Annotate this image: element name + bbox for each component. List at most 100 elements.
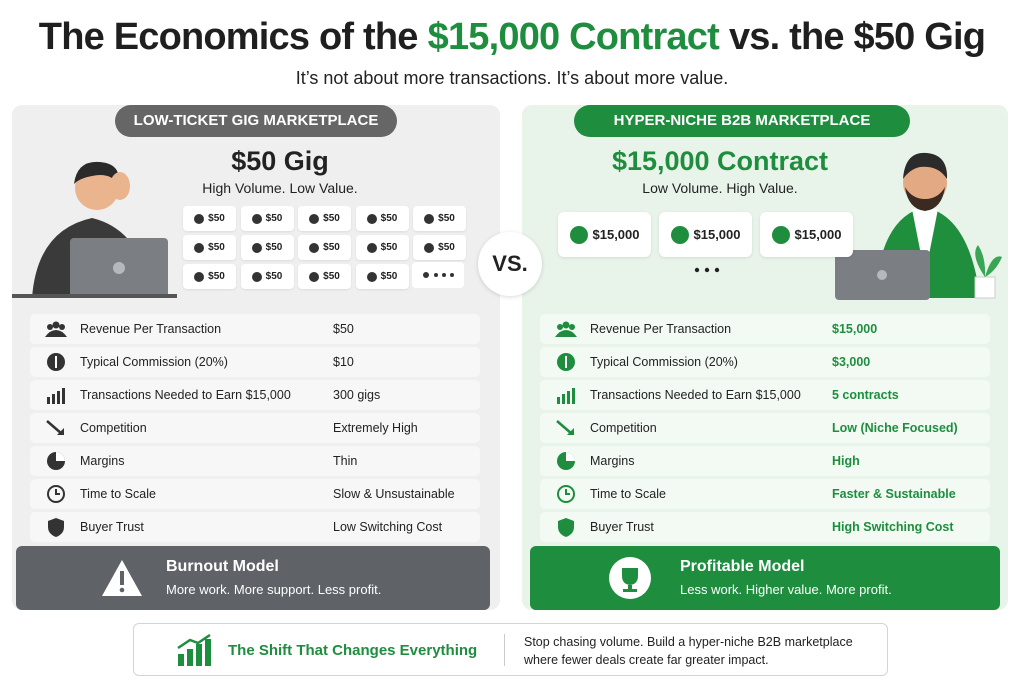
contract-tile: $15,000 (558, 212, 651, 257)
tile-price: $50 (265, 242, 283, 253)
left-model: Burnout Model More work. More support. L… (16, 546, 490, 610)
left-model-text: More work. More support. Less profit. (166, 582, 382, 597)
row-icon (557, 452, 575, 470)
row-label: Revenue Per Transaction (80, 322, 222, 336)
tile-price: $50 (438, 213, 455, 224)
row-icon (555, 321, 577, 337)
tile-price: $50 (380, 242, 398, 253)
tile-price: $50 (323, 242, 340, 253)
right-heading: $15,000 Contract (611, 146, 829, 176)
metric-row: Buyer Trust Low Switching Cost (30, 512, 480, 542)
metric-row: Time to Scale Faster & Sustainable (540, 479, 990, 509)
trophy-icon (609, 557, 651, 599)
left-heading: $50 Gig (231, 146, 329, 176)
growth-icon (177, 634, 211, 666)
row-label: Competition (590, 421, 657, 435)
tile-avatar (194, 213, 205, 224)
row-label: Typical Commission (20%) (80, 355, 228, 369)
title: The Economics of the $15,000 Contract vs. … (0, 16, 1024, 59)
ellipsis (694, 267, 720, 273)
right-model: Profitable Model Less work. Higher value… (530, 546, 1000, 610)
left-badge: LOW-TICKET GIG MARKETPLACE (115, 105, 397, 137)
tile-avatar (424, 242, 435, 253)
tile-avatar (251, 242, 262, 253)
row-value: Thin (333, 454, 358, 468)
row-icon (47, 388, 65, 404)
tile-price: $50 (380, 213, 398, 224)
tile-price: $50 (323, 213, 340, 224)
confident-person (835, 152, 1002, 300)
row-label: Buyer Trust (590, 520, 654, 534)
gig-tile: $50 (413, 235, 466, 260)
tile-avatar (366, 271, 377, 282)
row-icon (47, 353, 65, 371)
gig-tile: $50 (298, 264, 351, 289)
gig-tile: $50 (298, 235, 351, 260)
row-value: High Switching Cost (832, 520, 954, 534)
tile-avatar (366, 242, 377, 253)
gig-tile: $50 (183, 235, 236, 260)
metric-row: Competition Low (Niche Focused) (540, 413, 990, 443)
row-value: 300 gigs (333, 388, 381, 402)
tile-price: $50 (208, 271, 225, 282)
tile-price: $15,000 (794, 227, 842, 242)
tile-avatar (771, 225, 790, 244)
gig-tile: $50 (183, 264, 236, 289)
tile-avatar (309, 271, 320, 282)
tile-avatar (251, 213, 262, 224)
tile-price: $50 (208, 213, 225, 224)
row-label: Margins (590, 454, 635, 468)
row-value: Slow & Unsustainable (333, 487, 455, 501)
row-value: Extremely High (333, 421, 418, 435)
warning-icon (102, 560, 142, 596)
right-tagline: Low Volume. High Value. (642, 180, 798, 196)
tile-avatar (670, 225, 689, 244)
tile-price: $50 (265, 213, 283, 224)
row-icon (47, 485, 65, 503)
metric-row: Transactions Needed to Earn $15,000 5 con… (540, 380, 990, 410)
banner-line: where fewer deals create far greater imp… (524, 653, 769, 667)
tile-price: $15,000 (693, 227, 741, 242)
row-icon (557, 485, 575, 503)
title-highlight: $15,000 Contract (427, 16, 720, 58)
tile-avatar (569, 225, 588, 244)
row-label: Time to Scale (590, 487, 666, 501)
row-value: Faster & Sustainable (832, 487, 956, 501)
title-tail: vs. the $50 Gig (728, 16, 986, 58)
right-model-title: Profitable Model (680, 558, 805, 575)
row-label: Time to Scale (80, 487, 156, 501)
gig-tile: $50 (355, 264, 409, 289)
right-model-text: Less work. Higher value. More profit. (680, 582, 892, 597)
tile-price: $50 (323, 271, 340, 282)
row-label: Transactions Needed to Earn $15,000 (80, 388, 291, 402)
row-icon (47, 452, 65, 470)
row-label: Revenue Per Transaction (590, 322, 732, 336)
gig-tile: $50 (413, 206, 466, 231)
row-label: Buyer Trust (80, 520, 144, 534)
metric-row: Competition Extremely High (30, 413, 480, 443)
gig-tile: $50 (240, 206, 294, 231)
left-tagline: High Volume. Low Value. (202, 180, 358, 196)
tile-price: $50 (208, 242, 225, 253)
tile-avatar (194, 242, 205, 253)
metric-row: Buyer Trust High Switching Cost (540, 512, 990, 542)
tile-price: $50 (265, 271, 283, 282)
row-icon (557, 388, 575, 404)
metric-row: Revenue Per Transaction $50 (30, 314, 480, 344)
row-value: $3,000 (832, 355, 871, 369)
metric-row: Time to Scale Slow & Unsustainable (30, 479, 480, 509)
row-icon (48, 518, 64, 537)
row-label: Typical Commission (20%) (590, 355, 738, 369)
row-icon (558, 518, 574, 537)
gig-tile: $50 (355, 235, 409, 260)
row-label: Margins (80, 454, 125, 468)
row-icon (45, 321, 67, 337)
gig-tile: $50 (240, 235, 294, 260)
tile-avatar (309, 213, 320, 224)
subtitle: It’s not about more transactions. It’s a… (295, 68, 729, 88)
title-lead: The Economics of the (38, 16, 419, 58)
row-value: $50 (333, 322, 354, 336)
gig-tile: $50 (355, 206, 409, 231)
row-value: Low (Niche Focused) (832, 421, 958, 435)
